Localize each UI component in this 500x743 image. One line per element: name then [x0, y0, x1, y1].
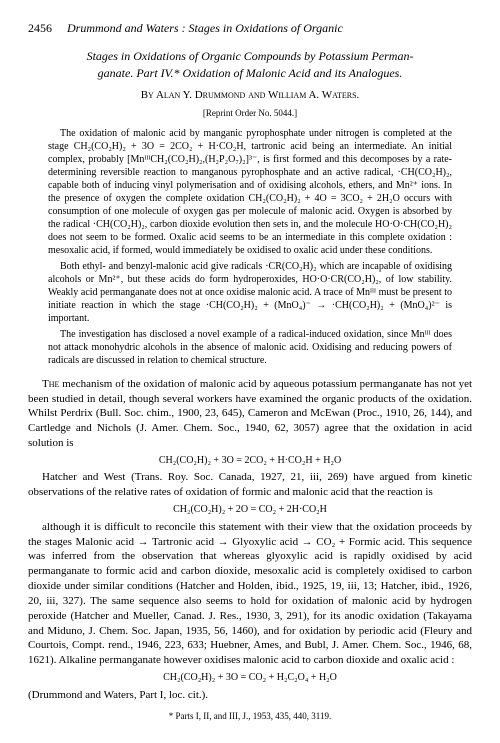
intro-paragraph: The mechanism of the oxidation of maloni…: [28, 377, 472, 451]
body-p2: Hatcher and West (Trans. Roy. Soc. Canad…: [28, 470, 472, 500]
abstract-p3: The investigation has disclosed a novel …: [48, 328, 452, 367]
abstract-p1: The oxidation of malonic acid by mangani…: [48, 127, 452, 257]
equation-2: CH₂(CO₂H)₂ + 2O = CO₂ + 2H·CO₂H: [28, 503, 472, 517]
abstract-p2: Both ethyl- and benzyl-malonic acid give…: [48, 260, 452, 325]
abstract: The oxidation of malonic acid by mangani…: [48, 127, 452, 367]
title-line-1: Stages in Oxidations of Organic Compound…: [87, 49, 414, 63]
running-title: Drummond and Waters : Stages in Oxidatio…: [67, 21, 343, 35]
authors: By Alan Y. Drummond and William A. Water…: [28, 88, 472, 103]
equation-3: CH₂(CO₂H)₂ + 3O = CO₂ + H₂C₂O₄ + H₂O: [28, 671, 472, 685]
article-title: Stages in Oxidations of Organic Compound…: [28, 48, 472, 82]
page-number: 2456: [28, 21, 52, 35]
running-header: 2456 Drummond and Waters : Stages in Oxi…: [28, 20, 472, 36]
footnote: * Parts I, II, and III, J., 1953, 435, 4…: [28, 710, 472, 722]
body-p3: although it is difficult to reconcile th…: [28, 520, 472, 668]
equation-1: CH₂(CO₂H)₂ + 3O = 2CO₂ + H·CO₂H + H₂O: [28, 454, 472, 468]
reprint-order: [Reprint Order No. 5044.]: [28, 107, 472, 119]
body-text: The mechanism of the oxidation of maloni…: [28, 377, 472, 703]
body-p4: (Drummond and Waters, Part I, loc. cit.)…: [28, 688, 472, 703]
title-line-2: ganate. Part IV.* Oxidation of Malonic A…: [98, 66, 403, 80]
